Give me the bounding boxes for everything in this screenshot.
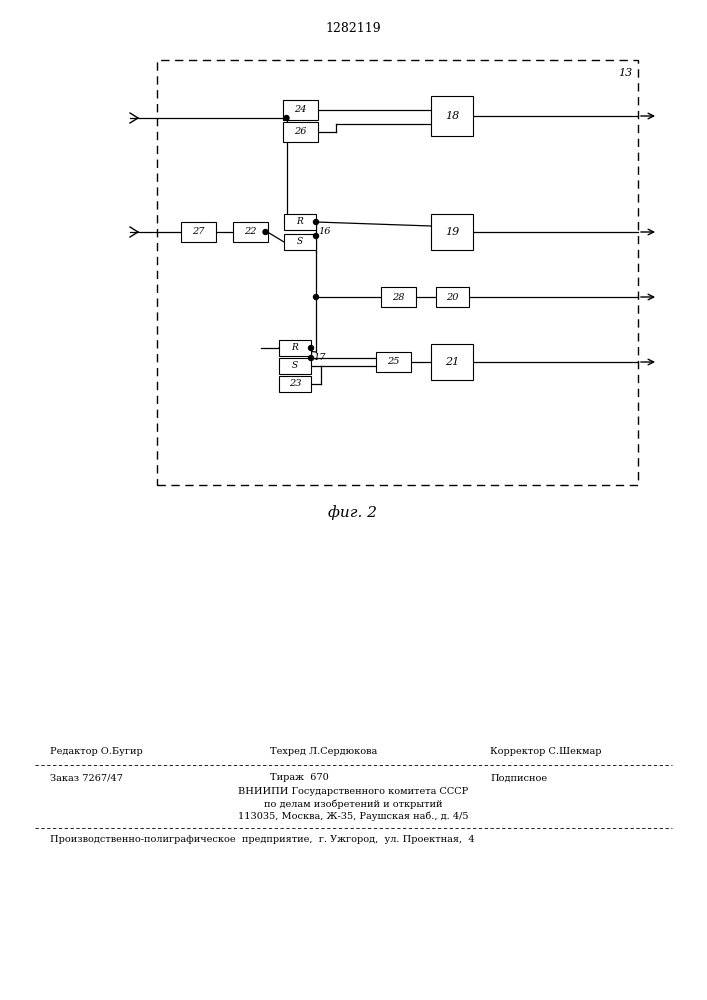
Text: 23: 23 <box>288 379 301 388</box>
Bar <box>180 222 216 242</box>
Text: 18: 18 <box>445 111 459 121</box>
Text: R: R <box>297 218 303 227</box>
Text: 113035, Москва, Ж-35, Раушская наб., д. 4/5: 113035, Москва, Ж-35, Раушская наб., д. … <box>238 811 468 821</box>
Text: ВНИИПИ Государственного комитета СССР: ВНИИПИ Государственного комитета СССР <box>238 788 468 796</box>
Circle shape <box>308 356 313 360</box>
Text: 16: 16 <box>318 228 330 236</box>
Text: 25: 25 <box>387 358 399 366</box>
Text: Тираж  670: Тираж 670 <box>270 774 329 782</box>
Bar <box>284 234 316 250</box>
Text: S: S <box>292 361 298 370</box>
Bar <box>157 60 638 485</box>
Circle shape <box>263 230 268 234</box>
Bar <box>283 122 317 142</box>
Bar <box>375 352 411 372</box>
Text: Корректор С.Шекмар: Корректор С.Шекмар <box>490 748 602 756</box>
Text: 26: 26 <box>293 127 306 136</box>
Text: Редактор О.Бугир: Редактор О.Бугир <box>50 748 143 756</box>
Bar <box>283 100 317 120</box>
Text: 17: 17 <box>313 353 325 361</box>
Text: 20: 20 <box>445 292 458 302</box>
Circle shape <box>308 346 313 351</box>
Text: Заказ 7267/47: Заказ 7267/47 <box>50 774 123 782</box>
Text: 1282119: 1282119 <box>325 21 381 34</box>
Text: 19: 19 <box>445 227 459 237</box>
Text: Техред Л.Сердюкова: Техред Л.Сердюкова <box>270 748 378 756</box>
Text: S: S <box>297 237 303 246</box>
Bar <box>279 340 311 356</box>
Bar <box>431 96 473 136</box>
Text: R: R <box>291 344 298 353</box>
Bar <box>380 287 416 307</box>
Text: 22: 22 <box>244 228 256 236</box>
Text: 28: 28 <box>392 292 404 302</box>
Text: по делам изобретений и открытий: по делам изобретений и открытий <box>264 799 443 809</box>
Text: Подписное: Подписное <box>490 774 547 782</box>
Bar <box>279 358 311 374</box>
Text: 27: 27 <box>192 228 204 236</box>
Bar <box>233 222 267 242</box>
Circle shape <box>313 220 318 225</box>
Bar <box>436 287 469 307</box>
Circle shape <box>284 115 289 120</box>
Bar <box>279 376 311 392</box>
Text: 21: 21 <box>445 357 459 367</box>
Bar <box>431 344 473 380</box>
Bar <box>284 214 316 230</box>
Circle shape <box>313 294 318 300</box>
Bar <box>431 214 473 250</box>
Text: Производственно-полиграфическое  предприятие,  г. Ужгород,  ул. Проектная,  4: Производственно-полиграфическое предприя… <box>50 836 474 844</box>
Text: 13: 13 <box>618 68 632 78</box>
Circle shape <box>313 233 318 238</box>
Text: фиг. 2: фиг. 2 <box>329 506 378 520</box>
Text: 24: 24 <box>293 105 306 114</box>
